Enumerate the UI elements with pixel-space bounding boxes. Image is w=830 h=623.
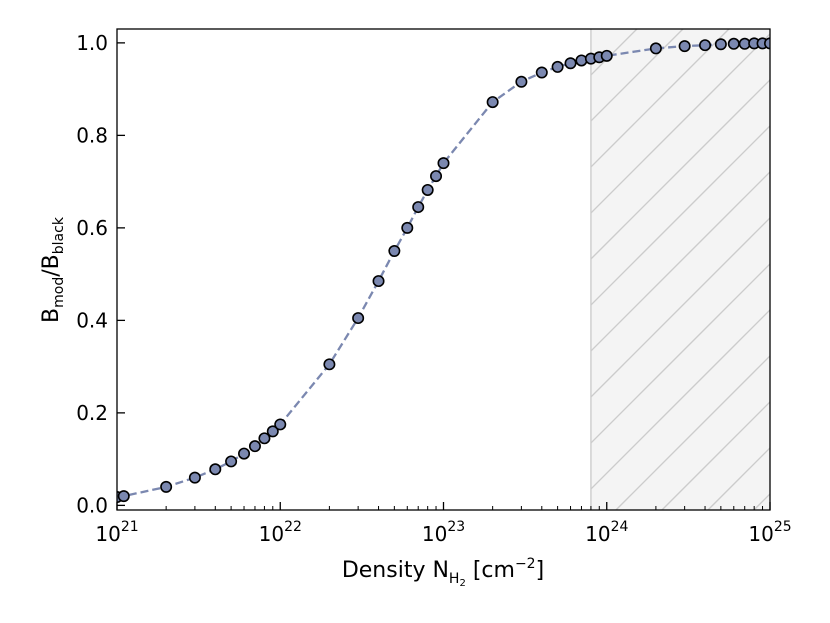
series-points [117, 37, 770, 504]
data-point [535, 66, 548, 79]
x-axis-title-sub: H [449, 571, 460, 587]
y-axis-title-den-sub: black [51, 216, 67, 254]
hatch-line [800, 29, 830, 510]
y-axis-title-sep: /B [39, 254, 64, 277]
hatch-line [590, 29, 730, 168]
y-axis-title-num: B [39, 308, 64, 323]
data-point [421, 183, 434, 196]
x-axis-title: Density NH2 [cm−2] [342, 556, 544, 589]
data-point [160, 480, 173, 493]
hatch-line [615, 354, 770, 510]
x-axis-title-sub2: 2 [459, 578, 465, 589]
x-axis-title-unit-pre: [cm [466, 558, 515, 583]
y-tick-label: 0.8 [76, 123, 108, 147]
x-tick-label: 1025 [748, 519, 791, 546]
x-tick-label: 1024 [585, 519, 628, 546]
data-point [248, 440, 261, 453]
hatch-line [590, 124, 770, 306]
data-point [225, 455, 238, 468]
data-point [117, 490, 130, 503]
data-point [388, 245, 401, 258]
data-point [515, 75, 528, 88]
x-tick-label: 1021 [95, 519, 138, 546]
x-tick-label: 1022 [259, 519, 302, 546]
shaded-region-fill [590, 29, 770, 510]
y-tick-label: 0.2 [76, 401, 108, 425]
data-point [575, 54, 588, 67]
x-axis-title-unit-exp: −2 [515, 556, 536, 572]
data-point [188, 471, 201, 484]
y-axis-ticks: 0.0 0.2 0.4 0.6 0.8 1.0 [76, 31, 125, 517]
data-point [437, 157, 450, 170]
data-point [238, 447, 251, 460]
hatch-line [590, 29, 592, 30]
y-tick-label: 1.0 [76, 31, 108, 55]
y-tick-label: 0.0 [76, 493, 108, 517]
data-point [678, 40, 691, 53]
data-point [274, 418, 287, 431]
y-tick-label: 0.6 [76, 216, 108, 240]
data-point [430, 170, 443, 183]
data-point [412, 201, 425, 214]
y-tick-label: 0.4 [76, 308, 108, 332]
hatch-line [590, 32, 770, 214]
x-axis-title-main: Density N [342, 558, 449, 583]
hatch-line [590, 29, 638, 76]
data-point [258, 432, 271, 445]
hatch-line [590, 216, 770, 398]
hatch-line [590, 29, 684, 122]
x-axis-ticks: 1021 1022 1023 1024 1025 [95, 502, 792, 546]
data-point [600, 49, 613, 62]
data-point [323, 358, 336, 371]
hatch-lines [590, 29, 830, 510]
y-axis-title: Bmod/Bblack [39, 216, 67, 323]
data-point [372, 275, 385, 288]
shaded-region [590, 29, 830, 510]
data-point [352, 312, 365, 325]
x-tick-label: 1023 [422, 519, 465, 546]
hatch-line [661, 400, 770, 510]
hatch-line [590, 78, 770, 260]
y-axis-title-num-sub: mod [51, 277, 67, 308]
data-point [486, 96, 499, 109]
data-point [266, 425, 279, 438]
data-point [551, 60, 564, 73]
data-point [714, 38, 727, 51]
hatch-line [590, 308, 770, 490]
data-point [209, 463, 222, 476]
data-point [727, 37, 740, 50]
hatch-line [590, 170, 770, 352]
hatch-line [590, 262, 770, 444]
data-point [401, 221, 414, 234]
data-point [564, 57, 577, 70]
x-axis-title-unit-post: ] [536, 558, 545, 583]
data-point [699, 39, 712, 52]
data-point [649, 42, 662, 55]
